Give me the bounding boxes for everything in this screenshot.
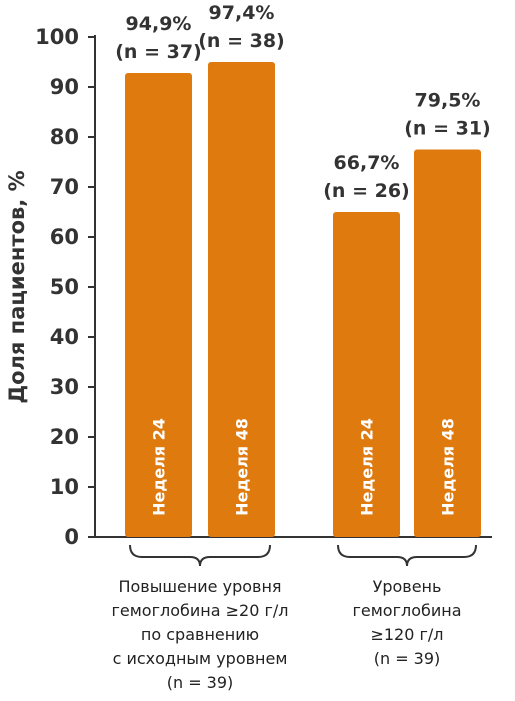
bar-n-label: (n = 37) [115, 41, 201, 63]
y-tick-label: 20 [50, 425, 79, 449]
bar-category-label: Неделя 24 [358, 418, 377, 516]
bar [414, 149, 481, 537]
group-label-line: гемоглобина [352, 601, 461, 620]
y-tick-label: 40 [50, 325, 79, 349]
y-tick-label: 0 [64, 525, 79, 549]
bar-value-label: 79,5% [415, 90, 481, 112]
group-bracket [337, 544, 477, 567]
y-tick-label: 10 [50, 475, 79, 499]
group-label-line: Повышение уровня [118, 577, 281, 596]
y-axis-label: Доля пациентов, % [5, 170, 29, 403]
y-tick-label: 60 [50, 225, 79, 249]
group-labels: Повышение уровня гемоглобина ≥20 г/л по ср… [111, 577, 461, 692]
y-tick-label: 70 [50, 175, 79, 199]
y-tick-label: 80 [50, 125, 79, 149]
bar-n-label: (n = 31) [404, 118, 490, 140]
data-labels: 94,9% (n = 37) 97,4% (n = 38) 66,7% (n = 26) 7… [115, 2, 490, 202]
group-label-line: ≥120 г/л [370, 625, 443, 644]
bar [208, 62, 275, 537]
bar-n-label: (n = 38) [198, 30, 284, 52]
y-tick-label: 30 [50, 375, 79, 399]
bars: Неделя 24 Неделя 48 Неделя 24 Неделя 48 [125, 62, 481, 537]
group-label-line: гемоглобина ≥20 г/л [111, 601, 288, 620]
group-label-line: с исходным уровнем [113, 649, 288, 668]
group-bracket [129, 544, 271, 567]
bar-value-label: 66,7% [334, 152, 400, 174]
bar-value-label: 94,9% [126, 13, 192, 35]
group-label-line: (n = 39) [374, 649, 441, 668]
group-label-line: Уровень [373, 577, 442, 596]
y-tick-label: 90 [50, 75, 79, 99]
y-axis: 0 10 20 30 40 50 60 70 80 90 100 Доля пациентов, % [5, 25, 492, 549]
y-tick-label: 50 [50, 275, 79, 299]
group-label-line: (n = 39) [167, 673, 234, 692]
group-brackets [129, 544, 477, 567]
y-tick-label: 100 [35, 25, 79, 49]
bar [333, 212, 400, 537]
bar-category-label: Неделя 48 [233, 418, 252, 516]
group-label-line: по сравнению [141, 625, 259, 644]
bar-category-label: Неделя 24 [150, 418, 169, 516]
bar-value-label: 97,4% [209, 2, 275, 24]
bar-n-label: (n = 26) [323, 180, 409, 202]
bar [125, 73, 192, 537]
bar-category-label: Неделя 48 [439, 418, 458, 516]
